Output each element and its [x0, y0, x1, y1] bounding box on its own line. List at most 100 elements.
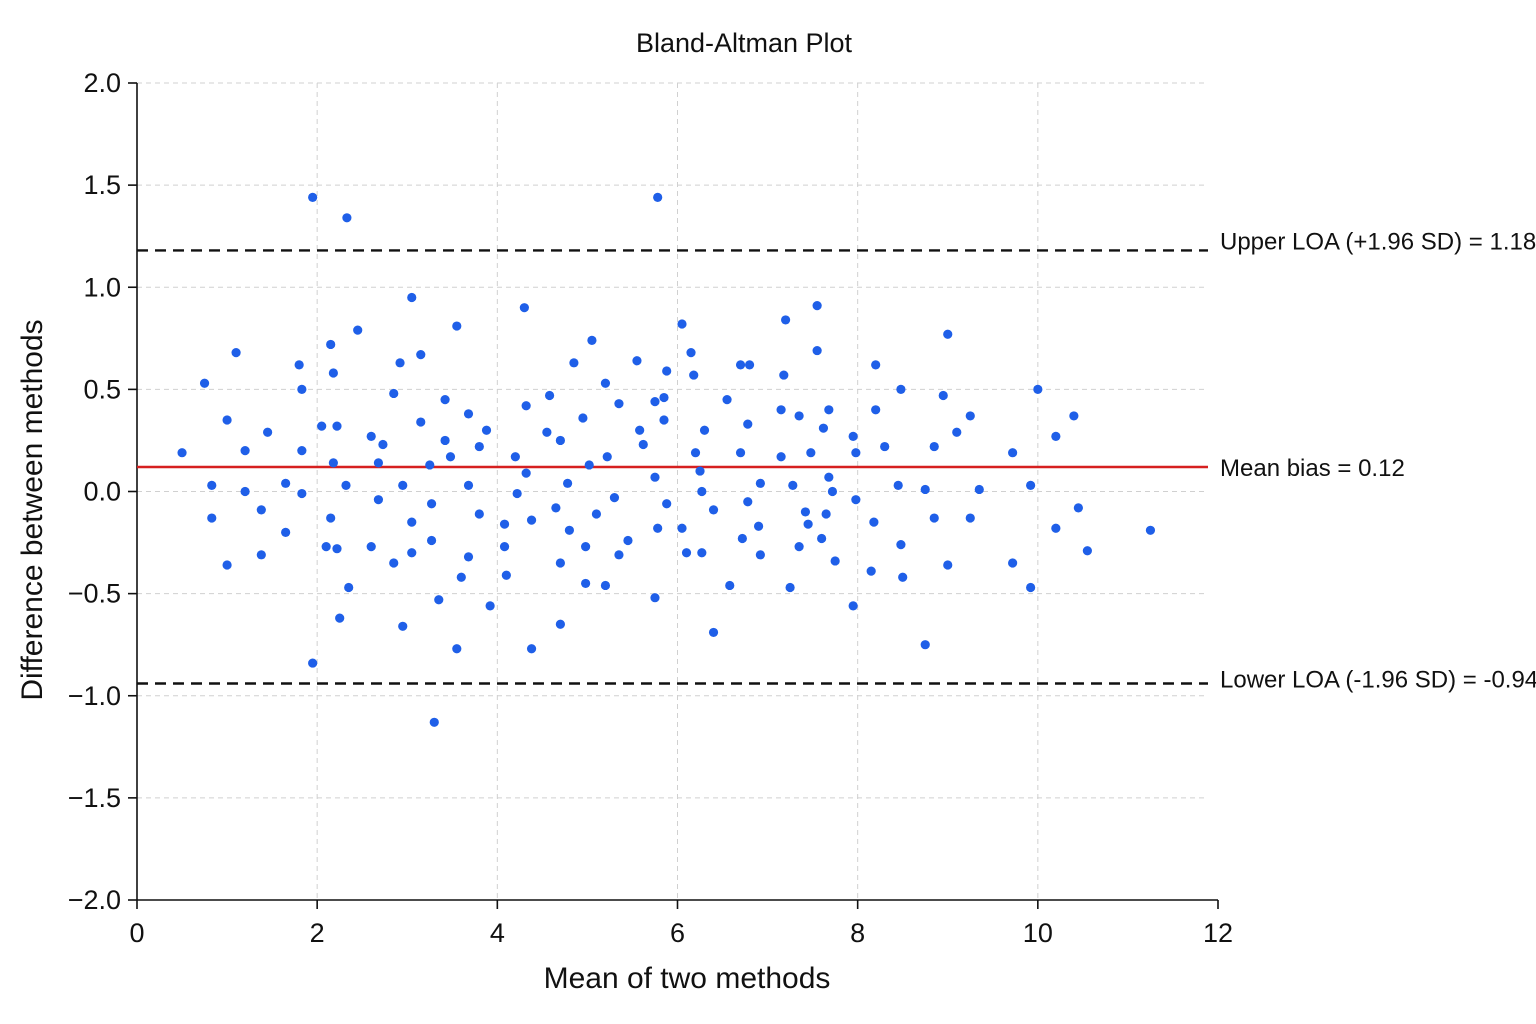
data-point — [920, 484, 930, 495]
data-point — [871, 360, 881, 370]
data-point — [256, 505, 266, 515]
data-point — [526, 515, 537, 525]
data-point — [677, 319, 687, 329]
x-axis-label: Mean of two methods — [544, 962, 831, 995]
data-point — [609, 493, 620, 503]
data-point — [569, 358, 579, 368]
data-point — [240, 446, 250, 456]
x-tick-label: 0 — [129, 918, 144, 948]
data-point — [851, 448, 861, 458]
data-point — [499, 542, 510, 552]
data-point — [697, 486, 707, 497]
data-point — [753, 521, 764, 531]
x-tick-label: 12 — [1203, 918, 1233, 948]
y-tick-label: 2.0 — [83, 68, 121, 98]
y-tick-label: 1.5 — [83, 170, 121, 200]
data-point — [776, 452, 786, 462]
data-point — [662, 499, 672, 509]
data-point — [638, 439, 648, 450]
data-point — [898, 572, 908, 582]
data-point — [256, 550, 266, 560]
data-point — [600, 580, 611, 591]
data-point — [755, 550, 765, 560]
data-point — [812, 345, 822, 356]
data-point — [521, 401, 531, 411]
x-tick-label: 4 — [490, 918, 505, 948]
grid-lines — [137, 82, 1207, 900]
reference-lines: Upper LOA (+1.96 SD) = 1.18 Mean bias = 0… — [137, 228, 1536, 693]
x-tick-label: 6 — [670, 918, 685, 948]
data-point — [263, 427, 273, 437]
data-point — [708, 627, 719, 638]
data-point — [207, 513, 217, 523]
data-point — [623, 535, 633, 546]
data-point — [526, 644, 537, 654]
data-point — [542, 427, 552, 437]
data-point — [207, 480, 217, 490]
data-point — [519, 303, 529, 313]
data-point — [851, 495, 861, 505]
data-point — [452, 321, 462, 331]
data-point — [824, 405, 834, 415]
data-point — [474, 441, 484, 452]
data-point — [818, 423, 829, 433]
data-point — [378, 439, 388, 450]
data-point — [725, 580, 735, 591]
data-point — [686, 348, 696, 358]
data-point — [830, 556, 840, 566]
data-point — [1026, 480, 1036, 490]
data-point — [788, 480, 798, 490]
data-point — [824, 472, 834, 482]
y-tick-label: −1.5 — [68, 783, 121, 813]
data-point — [555, 558, 565, 568]
data-point — [297, 488, 307, 499]
lower-loa-label: Lower LOA (-1.96 SD) = -0.94 — [1220, 666, 1536, 693]
data-point — [821, 509, 831, 519]
data-point — [1069, 411, 1079, 421]
data-point — [635, 425, 645, 435]
data-point — [222, 560, 232, 570]
data-point — [344, 582, 354, 593]
data-point — [848, 601, 858, 611]
data-point — [800, 507, 811, 517]
data-point — [735, 360, 746, 370]
data-point — [353, 325, 363, 335]
data-point — [562, 478, 573, 488]
data-point — [281, 527, 291, 537]
data-point — [929, 513, 939, 523]
data-point — [308, 192, 318, 202]
chart-title: Bland-Altman Plot — [636, 28, 853, 58]
data-point — [848, 431, 858, 441]
data-point — [896, 540, 906, 550]
data-point — [1008, 558, 1018, 568]
data-point — [440, 435, 450, 446]
data-point — [690, 448, 701, 458]
data-point — [893, 480, 903, 490]
data-point — [199, 378, 210, 388]
data-point — [632, 356, 642, 366]
data-point — [416, 417, 426, 427]
data-point — [308, 658, 318, 668]
data-point — [297, 384, 307, 394]
data-point — [416, 350, 426, 360]
data-point — [699, 425, 710, 435]
data-point — [677, 523, 687, 533]
data-point — [366, 431, 376, 441]
data-point — [974, 484, 984, 495]
data-point — [407, 517, 417, 527]
data-point — [463, 409, 474, 419]
data-point — [827, 486, 838, 497]
data-point — [952, 427, 962, 437]
data-point — [880, 441, 890, 452]
data-point — [965, 513, 975, 523]
data-point — [1033, 384, 1043, 394]
upper-loa-label: Upper LOA (+1.96 SD) = 1.18 — [1220, 228, 1536, 255]
data-point — [871, 405, 881, 415]
data-point — [1082, 546, 1092, 556]
data-point — [474, 509, 484, 519]
data-point — [587, 335, 597, 345]
data-point — [581, 542, 591, 552]
y-tick-label: 1.0 — [83, 272, 121, 302]
y-tick-label: −1.0 — [68, 681, 121, 711]
data-point — [794, 542, 804, 552]
